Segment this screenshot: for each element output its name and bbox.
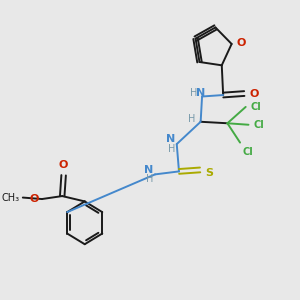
Text: O: O (59, 160, 68, 170)
Text: Cl: Cl (251, 102, 262, 112)
Text: Cl: Cl (243, 147, 254, 157)
Text: CH₃: CH₃ (2, 193, 20, 202)
Text: N: N (166, 134, 175, 144)
Text: O: O (249, 88, 259, 98)
Text: H: H (188, 114, 196, 124)
Text: N: N (196, 88, 205, 98)
Text: H: H (168, 144, 175, 154)
Text: O: O (29, 194, 39, 204)
Text: H: H (146, 174, 154, 184)
Text: O: O (237, 38, 246, 48)
Text: S: S (205, 168, 213, 178)
Text: Cl: Cl (254, 120, 264, 130)
Text: N: N (144, 165, 154, 175)
Text: H: H (190, 88, 197, 98)
